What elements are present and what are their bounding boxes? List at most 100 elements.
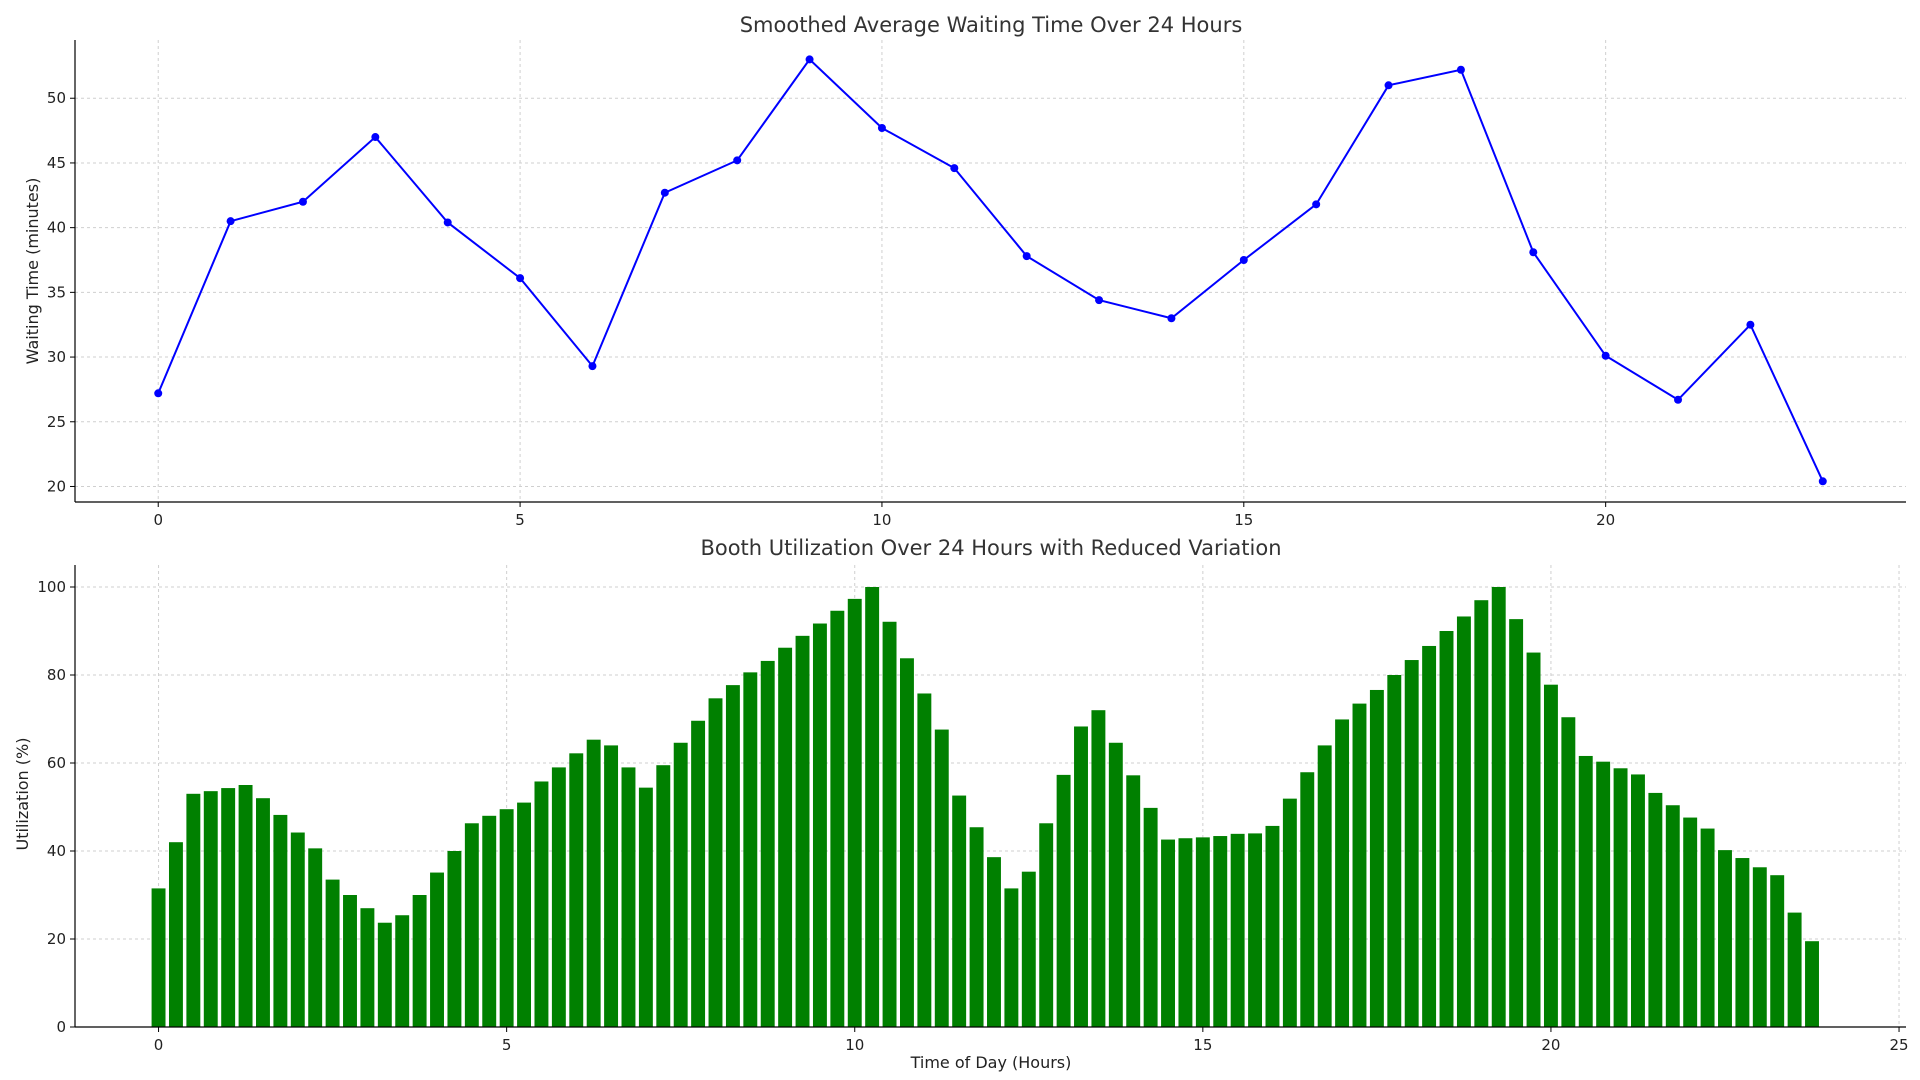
utilization-bar [1265,825,1280,1027]
waiting-time-point [516,274,525,283]
utilization-bar [708,698,723,1027]
utilization-y-tick-label: 40 [47,842,66,860]
utilization-bar [1178,838,1193,1027]
utilization-bar [812,623,827,1027]
waiting-time-y-tick-label: 45 [47,154,66,172]
waiting-time-y-tick-label: 40 [47,219,66,237]
utilization-bar [673,742,688,1027]
utilization-bar [987,857,1001,1027]
utilization-y-tick-label: 80 [47,666,66,684]
waiting-time-point [1167,314,1176,323]
utilization-bar [830,610,845,1027]
waiting-time-line-chart: Smoothed Average Waiting Time Over 24 Ho… [23,13,1906,529]
waiting-time-series [154,55,1827,486]
waiting-time-point [1022,252,1031,261]
utilization-bar [517,802,532,1027]
utilization-bar [256,798,270,1027]
utilization-bar [1491,587,1506,1027]
utilization-bar [412,895,427,1027]
utilization-bar [1509,619,1524,1027]
utilization-bar [604,745,619,1027]
utilization-bar [360,908,375,1027]
waiting-time-point [443,218,452,227]
utilization-bar [1596,761,1611,1027]
waiting-time-point [371,133,380,142]
utilization-bar [1700,828,1715,1027]
utilization-bar [1456,616,1471,1027]
utilization-bar [168,842,183,1027]
utilization-bar [1195,837,1210,1027]
utilization-bar [1526,652,1541,1027]
waiting-time-point [877,124,886,132]
utilization-bar [1300,772,1315,1027]
utilization-bar [1021,871,1036,1027]
waiting-time-point [588,362,597,371]
waiting-time-point [1095,296,1104,305]
utilization-bar [395,915,410,1027]
waiting-time-point [1601,351,1610,360]
waiting-time-point [298,197,307,206]
utilization-bar [656,765,671,1027]
waiting-time-x-tick-label: 0 [153,511,163,529]
utilization-bar [221,788,236,1027]
waiting-time-point [1529,248,1538,257]
utilization-bar [795,635,810,1027]
utilization-bar [290,832,305,1027]
utilization-bar [1561,717,1576,1027]
utilization-bar [1474,600,1489,1027]
utilization-bar [238,785,253,1027]
utilization-bar [1143,807,1158,1027]
waiting-time-x-tick-label: 10 [872,511,891,529]
utilization-bar [1752,867,1767,1027]
waiting-time-point [805,55,814,64]
utilization-bar [1387,675,1402,1027]
waiting-time-axes [74,40,1906,503]
utilization-bar [1439,631,1454,1027]
utilization-bar [1648,792,1663,1027]
utilization-bar [1578,755,1593,1027]
utilization-bar [534,781,549,1027]
utilization-bar [1108,742,1123,1027]
utilization-bar [1613,768,1628,1027]
utilization-bar [430,872,444,1027]
utilization-ticks: 0 5 10 15 20 25 0 20 40 60 80 100 [37,578,1908,1054]
utilization-bar [1404,660,1419,1027]
waiting-time-grid [75,40,1906,502]
utilization-bar [743,672,758,1027]
utilization-bar [325,879,340,1027]
waiting-time-x-tick-label: 15 [1234,511,1253,529]
utilization-bar [1770,875,1785,1027]
utilization-bar [917,693,932,1027]
utilization-y-tick-label: 0 [56,1018,66,1036]
waiting-time-y-tick-label: 30 [47,348,66,366]
waiting-time-y-axis-label: Waiting Time (minutes) [23,178,42,365]
utilization-bar [1422,645,1437,1027]
utilization-bar [1282,798,1297,1027]
utilization-bar [1369,689,1384,1027]
waiting-time-ticks: 0 5 10 15 20 20 25 30 35 40 45 50 [47,89,1615,529]
utilization-bar [1056,774,1071,1027]
utilization-bar [1230,833,1245,1027]
utilization-bar [778,647,793,1027]
utilization-x-tick-label: 10 [845,1036,864,1054]
utilization-bar [847,598,862,1027]
waiting-time-point [1746,320,1755,329]
utilization-y-tick-label: 100 [37,578,66,596]
utilization-x-tick-label: 25 [1889,1036,1908,1054]
utilization-bar [464,823,479,1027]
utilization-bar [551,767,566,1027]
utilization-bar [308,848,323,1027]
utilization-bar [569,753,584,1027]
utilization-bar [1039,823,1054,1027]
waiting-time-x-tick-label: 20 [1596,511,1615,529]
utilization-bars [151,587,1819,1027]
utilization-bar [343,895,357,1027]
utilization-bar [482,815,497,1027]
utilization-x-tick-label: 15 [1193,1036,1212,1054]
utilization-bar [952,795,967,1027]
utilization-chart-title: Booth Utilization Over 24 Hours with Red… [700,536,1281,560]
utilization-bar [1735,858,1750,1027]
utilization-bar [1787,912,1802,1027]
utilization-bar [969,827,984,1027]
